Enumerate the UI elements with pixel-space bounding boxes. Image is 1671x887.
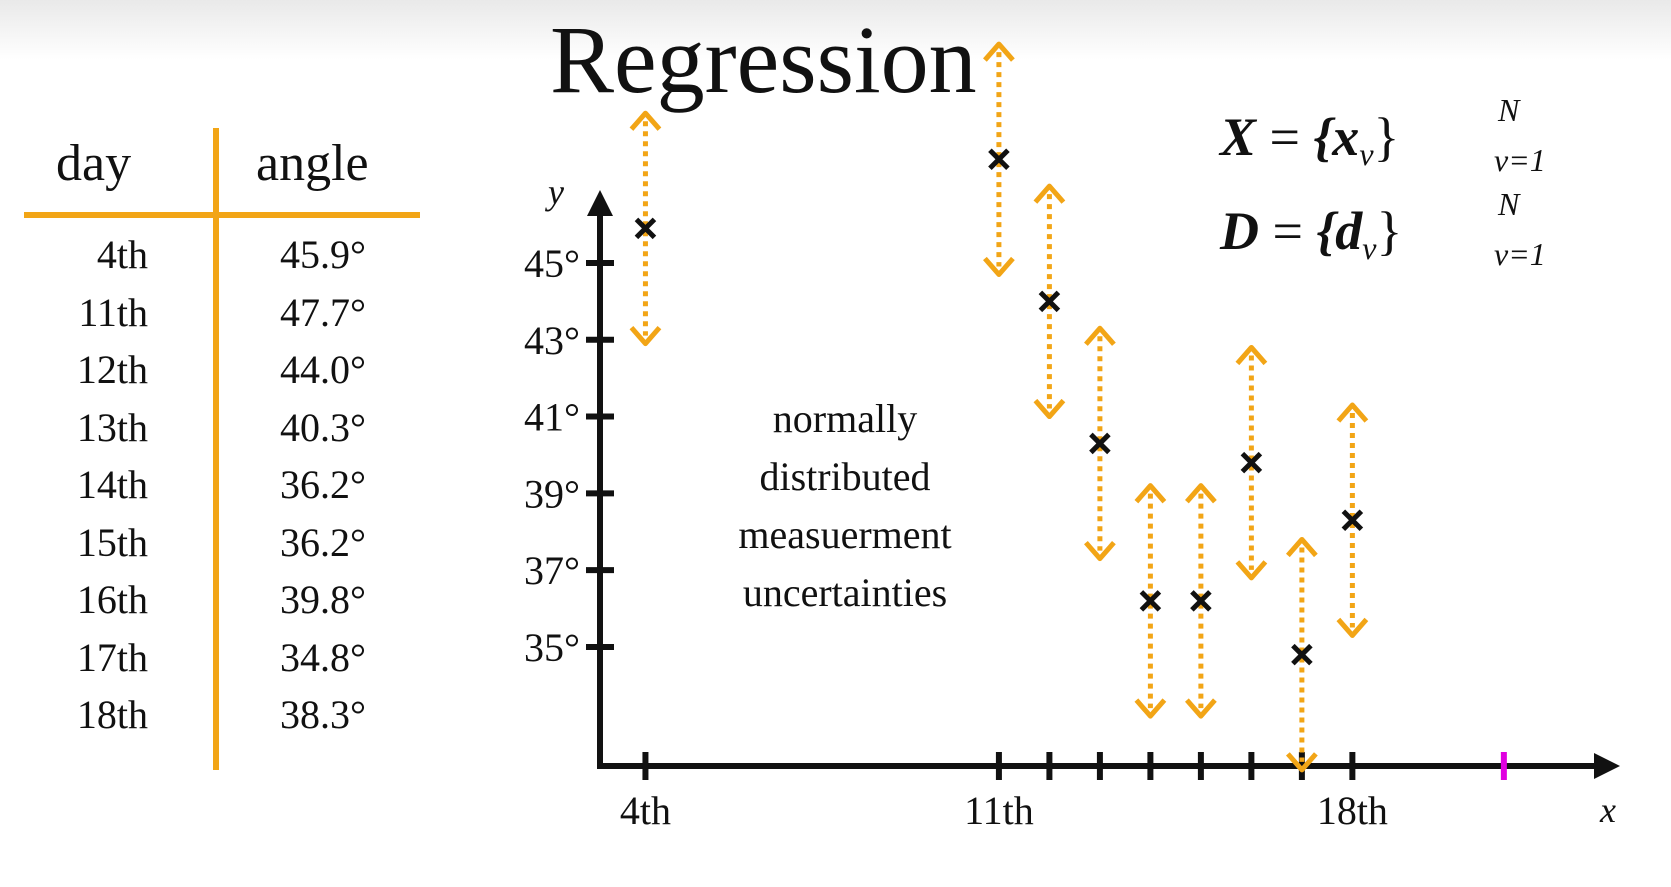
error-bar-cap-bottom [1033,398,1066,420]
y-tick-label: 35° [524,625,580,670]
error-bar-cap-bottom [1134,698,1167,719]
table-cell-day: 4th [96,232,148,277]
data-point-stroke [1089,432,1111,455]
table-column-rule [213,128,219,770]
table-cell-angle: 36.2° [280,519,366,565]
error-bar-cap-top [1336,402,1369,423]
x-tick-label: 18th [1317,788,1388,833]
error-bar-cap-bottom [1285,752,1318,773]
table-cell-angle: 44.0° [280,347,366,392]
y-tick-label: 45° [524,241,580,286]
data-point [1038,290,1061,313]
formula-x-inner-sub: ν [1359,136,1374,172]
y-tick-label: 39° [524,471,580,516]
data-point-stroke [1341,509,1364,532]
error-bar-cap-bottom [983,256,1015,277]
formula-x-sup: N [1498,92,1520,128]
table-cell-angle: 40.3° [280,404,366,450]
error-bar-cap-bottom [1235,560,1268,581]
formula-d-eq: = [1272,201,1303,261]
top-band [0,0,1671,60]
formula-x-body: {x [1313,107,1360,167]
formula-x-lhs: X [1220,107,1257,167]
formula-x-close: } [1373,107,1400,167]
error-bar-cap-top [1235,344,1268,366]
data-point [1240,451,1263,474]
error-bar-cap-top [629,110,662,131]
formula-d-sup: N [1498,186,1520,222]
note-line-4: uncertainties [742,570,948,615]
y-tick-label: 41° [524,395,580,440]
data-point-stroke [988,148,1010,171]
error-bar-cap-bottom [629,325,662,347]
data-point-stroke [1190,590,1212,612]
note-line-1: normally [772,396,918,441]
data-point-stroke [634,217,657,240]
table-header-rule [24,212,420,218]
table-header-angle: angle [256,135,369,192]
formula-x-sub: ν=1 [1494,142,1546,178]
error-bar-cap-top [983,41,1015,62]
table-cell-angle: 45.9° [280,232,366,277]
error-bar-cap-bottom [1185,698,1217,719]
table-cell-day: 15th [76,519,148,565]
formula-x-eq: = [1269,107,1300,167]
table-cell-day: 17th [76,634,148,680]
y-axis-label: y [545,172,564,212]
data-point [988,148,1010,171]
y-tick-label: 37° [524,548,580,593]
table-header-day: day [56,135,132,192]
table-cell-day: 18th [76,692,148,737]
formula-d-sub: ν=1 [1494,236,1546,272]
x-tick-label: 4th [620,788,671,833]
table-cell-angle: 36.2° [280,462,366,507]
error-bar-cap-top [1084,325,1116,346]
formula-x-set: X = {xν} N ν=1 [1220,94,1546,176]
table-cell-angle: 47.7° [280,289,366,335]
data-point-stroke [1240,451,1263,474]
y-axis-arrow [587,190,613,216]
data-point-stroke [1038,290,1061,313]
x-tick-label: 11th [964,788,1034,833]
x-axis-label: x [1599,790,1616,830]
y-tick-label: 43° [524,318,580,363]
table-cell-day: 16th [76,577,148,622]
formula-d-close: } [1376,201,1403,261]
slide-title: Regression [550,6,977,113]
table-cell-day: 11th [78,289,148,335]
error-bar-cap-top [1033,183,1066,204]
data-point [1291,643,1313,666]
data-point-stroke [1291,643,1313,666]
data-point [1089,432,1111,455]
formula-d-set: D = {dν} N ν=1 [1220,188,1546,270]
error-bar-cap-bottom [1084,540,1116,562]
table-cell-angle: 38.3° [280,692,366,737]
table-cell-day: 14th [76,462,148,507]
data-point [1139,590,1162,612]
formula-d-inner-sub: ν [1362,230,1377,266]
x-axis-arrow [1594,753,1620,779]
uncertainty-note: normally distributed measuerment uncerta… [690,390,1000,622]
formula-d-lhs: D [1220,201,1259,261]
data-point [634,217,657,240]
error-bar-cap-top [1134,483,1167,504]
data-point-stroke [1139,590,1162,612]
error-bar-cap-top [1185,483,1217,504]
table-cell-angle: 34.8° [280,634,366,680]
table-cell-day: 12th [76,347,148,392]
formula-d-body: {d [1316,201,1363,261]
data-point [1190,590,1212,612]
error-bar-cap-top [1285,536,1318,558]
table-cell-angle: 39.8° [280,577,366,622]
data-point [1341,509,1364,532]
note-line-2: distributed [759,454,931,499]
note-line-3: measuerment [738,512,952,557]
error-bar-cap-bottom [1336,617,1369,638]
table-cell-day: 13th [76,404,148,450]
